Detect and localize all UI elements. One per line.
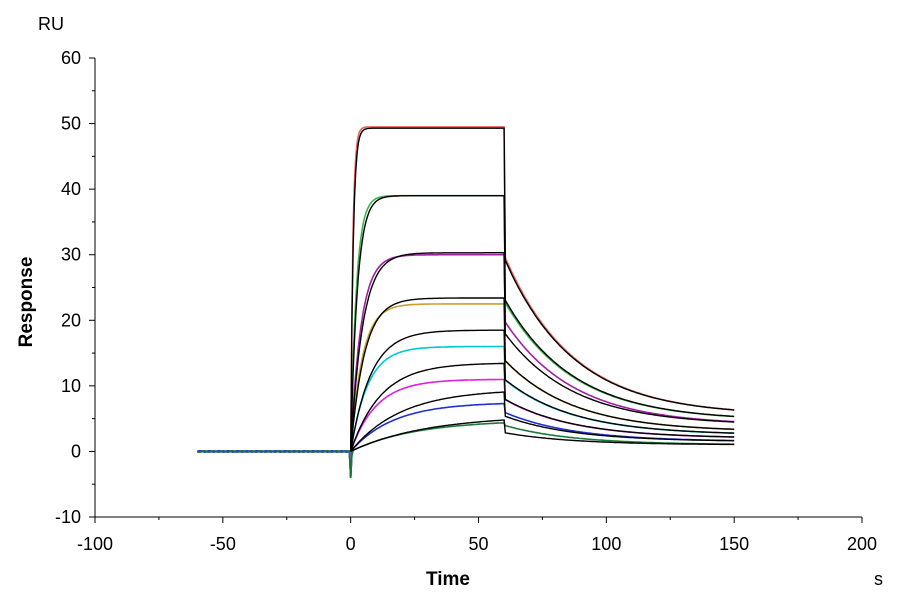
- x-tick-label: -100: [77, 534, 113, 554]
- y-tick-label: 0: [71, 441, 81, 461]
- series-line: [197, 253, 735, 478]
- y-tick-label: 30: [61, 245, 81, 265]
- fit-line: [350, 297, 735, 452]
- series-line: [196, 194, 735, 478]
- x-tick-label: -50: [210, 534, 236, 554]
- fit-line: [350, 329, 735, 452]
- plot-area: [196, 126, 735, 478]
- y-tick-label: -10: [55, 507, 81, 527]
- y-tick-label: 50: [61, 114, 81, 134]
- x-tick-label: 150: [719, 534, 749, 554]
- series-line: [197, 421, 735, 478]
- fit-line: [350, 252, 735, 452]
- fit-line: [350, 419, 735, 453]
- y-unit-label: RU: [38, 14, 64, 34]
- y-tick-label: 20: [61, 310, 81, 330]
- y-axis-title: Response: [16, 257, 37, 348]
- fit-line: [350, 127, 735, 452]
- series-line: [197, 345, 735, 478]
- x-axis-title: Time: [426, 569, 470, 590]
- fit-line: [350, 391, 735, 452]
- x-tick-label: 50: [468, 534, 488, 554]
- y-tick-label: 60: [61, 48, 81, 68]
- x-tick-label: 200: [847, 534, 877, 554]
- x-tick-label: 0: [346, 534, 356, 554]
- x-tick-label: 100: [591, 534, 621, 554]
- x-unit-label: s: [874, 569, 883, 589]
- y-tick-label: 40: [61, 179, 81, 199]
- y-tick-label: 10: [61, 376, 81, 396]
- fit-line: [350, 362, 735, 452]
- fit-line: [350, 195, 735, 452]
